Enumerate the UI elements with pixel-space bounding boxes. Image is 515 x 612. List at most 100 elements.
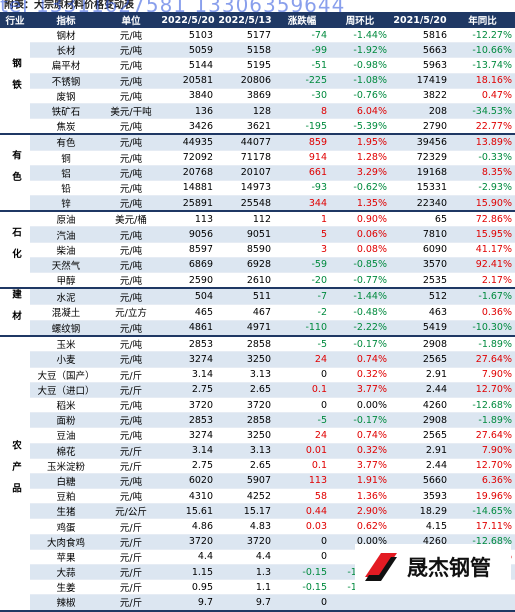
- cell: 元/斤: [102, 594, 160, 612]
- table-title: 附表：大宗原材料价格变动表: [4, 0, 134, 11]
- table-row: 大肉食鸡 元/斤 3720 3720 0 0.00% 4260 -12.68%: [0, 534, 515, 550]
- cell: 2.91: [390, 367, 450, 383]
- cell: -0.33%: [450, 150, 515, 166]
- cell: 19.96%: [450, 488, 515, 505]
- cell: 3426: [160, 118, 216, 136]
- cell: 9051: [216, 226, 274, 243]
- cell: -12.68%: [450, 397, 515, 414]
- cell: 3621: [216, 118, 274, 136]
- cell: 大肉食鸡: [30, 534, 102, 550]
- cell: 元/吨: [102, 195, 160, 213]
- cell: 元/吨: [102, 57, 160, 74]
- table-row: 生猪 元/公斤 15.61 15.17 0.44 2.90% 18.29 -14.65%: [0, 503, 515, 520]
- cell: 17.11%: [450, 518, 515, 535]
- cell: 元/吨: [102, 412, 160, 429]
- cell: 3720: [160, 534, 216, 550]
- cell: 有色: [30, 134, 102, 151]
- cell: 废钢: [30, 88, 102, 104]
- cell: 元/吨: [102, 336, 160, 353]
- cell: 0.08%: [330, 242, 390, 258]
- cell: 柴油: [30, 242, 102, 258]
- cell: 9.7: [216, 594, 274, 612]
- table-row: 农产品 玉米 元/吨 2853 2858 -5 -0.17% 2908 -1.89%: [0, 336, 515, 612]
- cell: 水泥: [30, 288, 102, 305]
- cell: -1.44%: [330, 288, 390, 305]
- cell: 1.1: [216, 579, 274, 596]
- column-header: 单位: [102, 12, 160, 28]
- cell: 5419: [390, 320, 450, 338]
- cell: 20768: [160, 165, 216, 181]
- cell: 465: [160, 304, 216, 321]
- column-header: 涨跌幅: [274, 12, 330, 28]
- cell: 3840: [160, 88, 216, 104]
- table-row: 建材 水泥 元/吨 504 511 -7 -1.44% 512 -1.67%: [0, 288, 515, 338]
- cell: 螺纹钢: [30, 320, 102, 338]
- cell: 2.17%: [450, 272, 515, 290]
- cell: 5195: [216, 57, 274, 74]
- table-row: 不锈钢 元/吨 20581 20806 -225 -1.08% 17419 18.16%: [0, 73, 515, 89]
- cell: 5963: [390, 57, 450, 74]
- cell: 元/吨: [102, 165, 160, 181]
- cell: 辣椒: [30, 594, 102, 612]
- table-row: 大豆（国产） 元/斤 3.14 3.13 0 0.32% 2.91 7.90%: [0, 367, 515, 383]
- cell: 小麦: [30, 351, 102, 368]
- cell: 8597: [160, 242, 216, 258]
- cell: -20: [274, 272, 330, 290]
- cell: 4.15: [390, 518, 450, 535]
- cell: 2.65: [216, 382, 274, 398]
- cell: 生猪: [30, 503, 102, 520]
- group-cell: 石化: [0, 211, 30, 290]
- cell: -1.67%: [450, 288, 515, 305]
- cell: 面粉: [30, 412, 102, 429]
- cell: 0.74%: [330, 351, 390, 368]
- cell: 元/吨: [102, 226, 160, 243]
- cell: 2590: [160, 272, 216, 290]
- cell: 4.86: [160, 518, 216, 535]
- cell: 2535: [390, 272, 450, 290]
- group-label: 建材: [10, 289, 21, 333]
- cell: 2610: [216, 272, 274, 290]
- cell: 112: [216, 211, 274, 228]
- table-row: 辣椒 元/斤 9.7 9.7 0: [0, 594, 515, 612]
- table-row: 甲醇 元/吨 2590 2610 -20 -0.77% 2535 2.17%: [0, 272, 515, 290]
- cell: 2858: [216, 412, 274, 429]
- cell: 22340: [390, 195, 450, 213]
- cell: 汽油: [30, 226, 102, 243]
- cell: 4.83: [216, 518, 274, 535]
- cell: 4310: [160, 488, 216, 505]
- table-row: 铜元/吨 72092 71178 914 1.28% 72329 -0.33%: [0, 150, 515, 166]
- cell: 0.1: [274, 458, 330, 474]
- table-row: 锌元/吨 25891 25548 344 1.35% 22340 15.90%: [0, 195, 515, 213]
- table-row: 扁平材 元/吨 5144 5195 -51 -0.98% 5963 -13.74%: [0, 57, 515, 74]
- table-row: 豆油 元/吨 3274 3250 24 0.74% 2565 27.64%: [0, 427, 515, 444]
- cell: 6869: [160, 257, 216, 274]
- cell: 玉米淀粉: [30, 458, 102, 474]
- cell: -14.65%: [450, 503, 515, 520]
- cell: -110: [274, 320, 330, 338]
- column-header: 2022/5/13: [216, 12, 274, 28]
- cell: 4971: [216, 320, 274, 338]
- cell: -1.08%: [330, 73, 390, 89]
- cell: 0: [274, 549, 330, 566]
- cell: 棉花: [30, 443, 102, 459]
- cell: 41.17%: [450, 242, 515, 258]
- cell: 大豆（进口）: [30, 382, 102, 398]
- cell: -0.15: [274, 564, 330, 581]
- cell: 元/吨: [102, 272, 160, 290]
- cell: -1.89%: [450, 336, 515, 353]
- cell: 元/吨: [102, 42, 160, 59]
- group-label: 有色: [10, 149, 21, 193]
- cell: 元/斤: [102, 367, 160, 383]
- cell: 铅: [30, 180, 102, 197]
- cell: 元/吨: [102, 73, 160, 89]
- cell: 6090: [390, 242, 450, 258]
- cell: 5907: [216, 473, 274, 490]
- cell: 9.7: [160, 594, 216, 612]
- cell: 6020: [160, 473, 216, 490]
- cell: 15331: [390, 180, 450, 197]
- cell: 6928: [216, 257, 274, 274]
- cell: 大豆（国产）: [30, 367, 102, 383]
- cell: 铜: [30, 150, 102, 166]
- column-header: 指标: [30, 12, 102, 28]
